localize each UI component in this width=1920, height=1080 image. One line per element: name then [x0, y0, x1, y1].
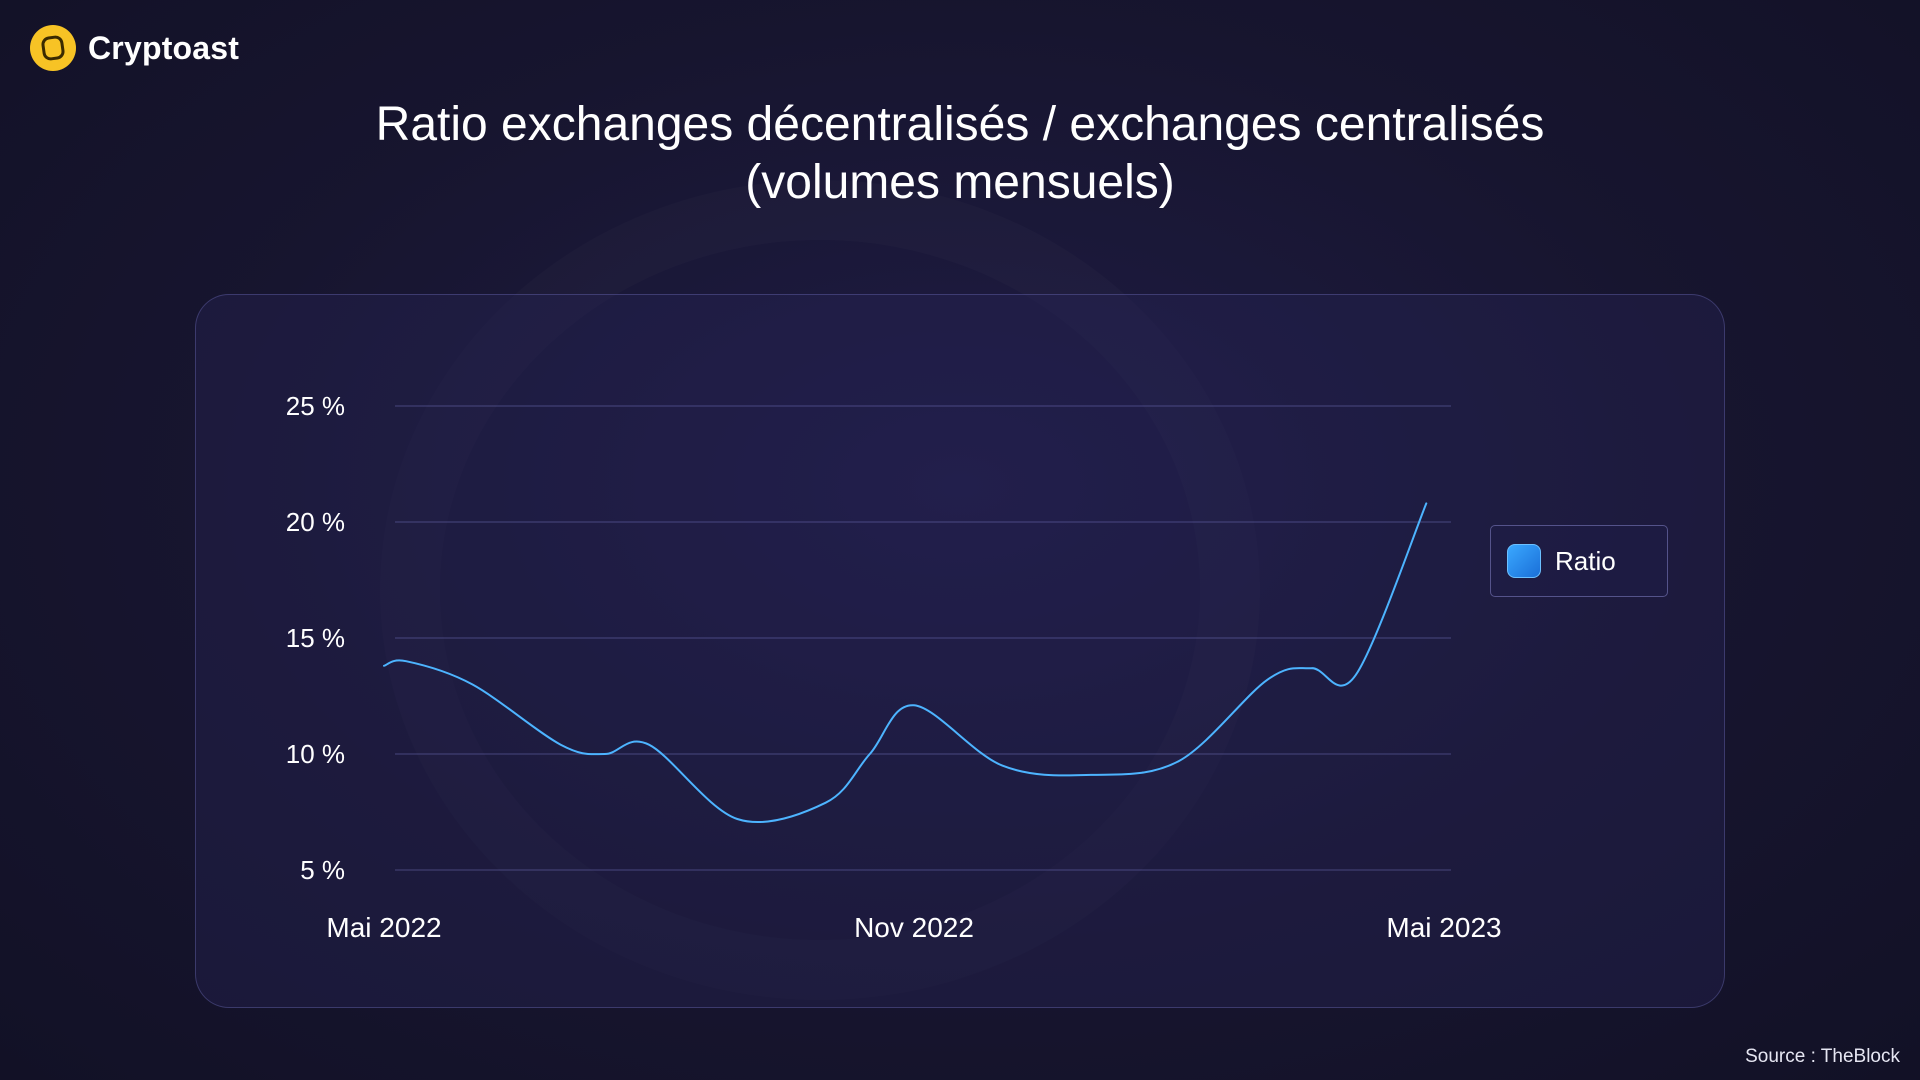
data-point [1266, 679, 1268, 681]
data-point [604, 753, 606, 755]
y-tick-label: 5 % [300, 855, 345, 885]
data-point [471, 683, 473, 685]
data-point [913, 704, 915, 706]
y-tick-label: 10 % [286, 739, 345, 769]
x-tick-label: Mai 2022 [326, 912, 441, 943]
y-tick-label: 25 % [286, 391, 345, 421]
data-point [648, 744, 650, 746]
legend-label-ratio: Ratio [1555, 545, 1616, 576]
legend-swatch-ratio [1507, 544, 1541, 578]
data-point [1355, 674, 1357, 676]
data-point [736, 818, 738, 820]
chart-title: Ratio exchanges décentralisés / exchange… [160, 96, 1760, 212]
x-axis-ticks: Mai 2022 Nov 2022 Mai 2023 [326, 912, 1501, 943]
y-axis-ticks: 25 % 20 % 15 % 10 % 5 % [286, 391, 345, 885]
chart-subtitle: (volumes mensuels) [745, 156, 1175, 209]
brand-name: Cryptoast [88, 29, 240, 66]
data-point [383, 665, 385, 667]
series-line-ratio [383, 502, 1428, 824]
brand: Cryptoast [30, 25, 239, 71]
data-point [405, 660, 407, 662]
chart-title-line1: Ratio exchanges décentralisés / exchange… [375, 98, 1545, 151]
data-point [869, 753, 871, 755]
source-note: Source : TheBlock [1745, 1046, 1900, 1067]
series-group [383, 502, 1428, 824]
data-point [1178, 760, 1180, 762]
chart-legend: Ratio [1490, 525, 1668, 597]
x-tick-label: Mai 2023 [1386, 912, 1501, 943]
line-chart: 25 %20 %15 %10 %5 % Mai 2022 Nov 2022 Mai … [286, 391, 1502, 943]
cryptoast-logo-icon [30, 25, 76, 71]
x-tick-label: Nov 2022 [854, 912, 974, 943]
data-point [1425, 502, 1427, 504]
data-point [1001, 765, 1003, 767]
data-point [1090, 774, 1092, 776]
chart-panel [195, 294, 1725, 1008]
data-point [1311, 667, 1313, 669]
y-tick-label: 15 % [286, 623, 345, 653]
data-point [825, 802, 827, 804]
grid-lines [395, 405, 1451, 871]
data-point [560, 744, 562, 746]
y-tick-label: 20 % [286, 507, 345, 537]
